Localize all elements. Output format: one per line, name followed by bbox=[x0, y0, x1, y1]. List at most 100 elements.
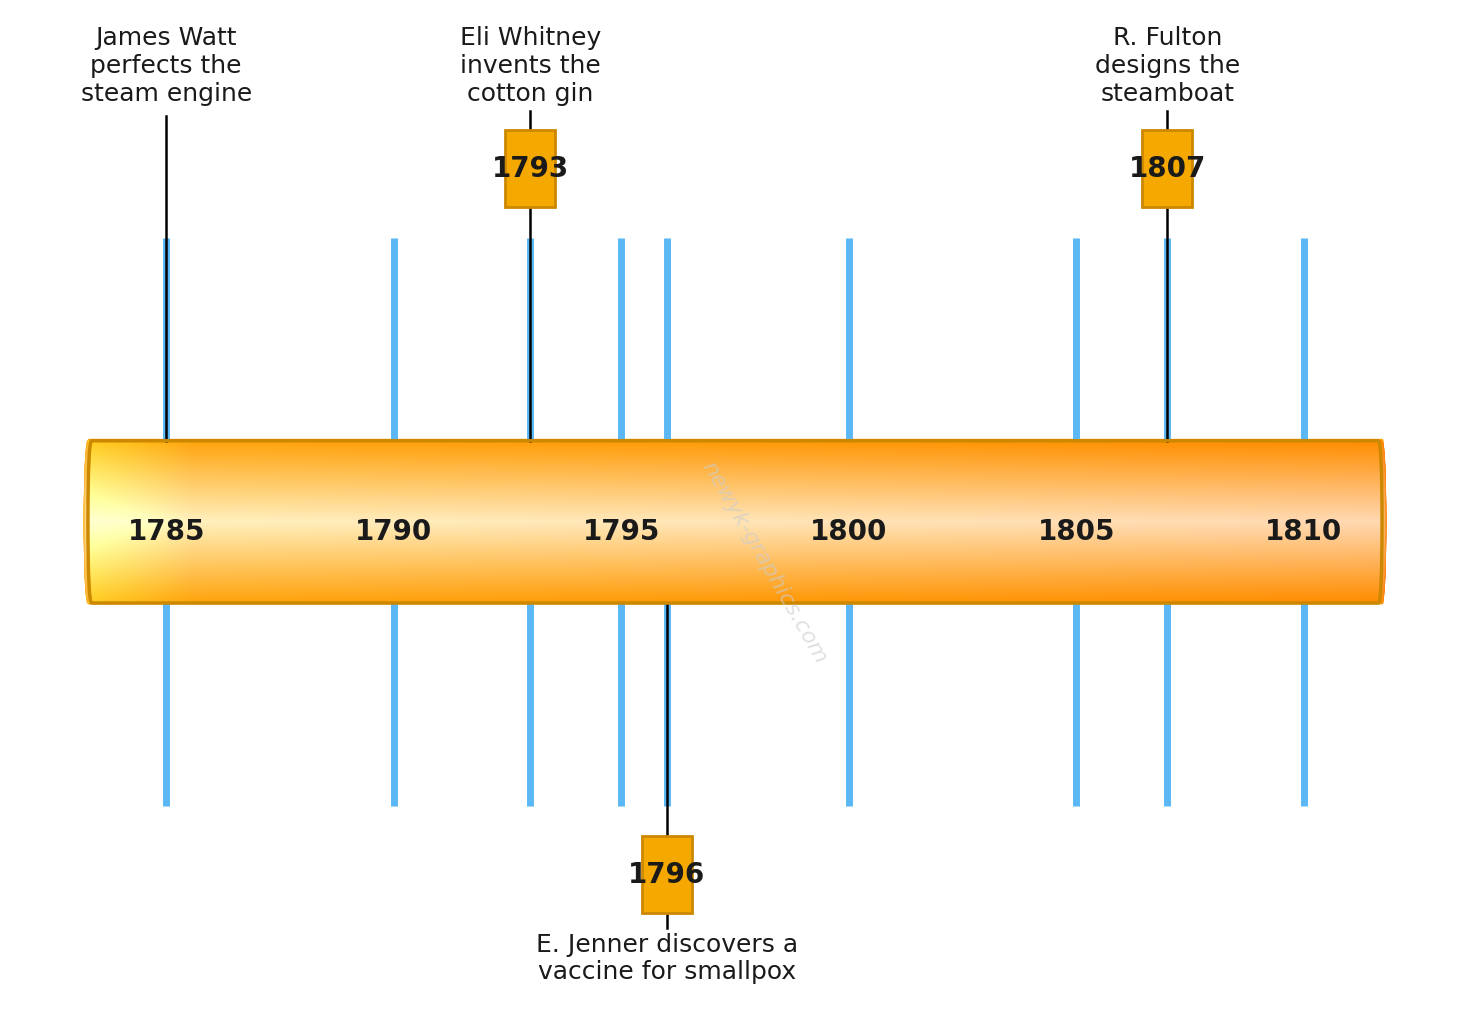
Circle shape bbox=[1380, 481, 1383, 564]
Bar bbox=[88, 585, 1382, 586]
Text: 1795: 1795 bbox=[582, 518, 660, 546]
Bar bbox=[88, 489, 1382, 491]
Bar bbox=[88, 519, 1382, 521]
Bar bbox=[88, 501, 1382, 503]
Bar bbox=[88, 508, 1382, 509]
Bar bbox=[88, 550, 1382, 552]
Bar bbox=[88, 545, 1382, 546]
Circle shape bbox=[85, 462, 91, 582]
Bar bbox=[88, 503, 1382, 506]
Bar bbox=[88, 568, 1382, 569]
Circle shape bbox=[87, 497, 90, 546]
Circle shape bbox=[1380, 494, 1383, 549]
Bar bbox=[88, 549, 1382, 550]
Bar bbox=[88, 540, 1382, 542]
Bar bbox=[88, 584, 1382, 586]
Bar bbox=[88, 505, 1382, 506]
Bar bbox=[88, 588, 1382, 591]
Bar bbox=[88, 461, 1382, 463]
Bar bbox=[88, 485, 1382, 487]
Bar bbox=[88, 518, 1382, 520]
Bar bbox=[88, 558, 1382, 559]
Circle shape bbox=[1380, 476, 1385, 569]
Bar bbox=[88, 551, 1382, 552]
Circle shape bbox=[85, 476, 90, 569]
Bar bbox=[88, 458, 1382, 460]
Bar bbox=[88, 513, 1382, 515]
Bar bbox=[88, 500, 1382, 501]
Circle shape bbox=[1379, 455, 1385, 588]
Circle shape bbox=[85, 452, 91, 592]
Bar bbox=[88, 595, 1382, 597]
Bar bbox=[88, 527, 1382, 528]
Circle shape bbox=[87, 492, 90, 551]
Bar bbox=[88, 530, 1382, 533]
Circle shape bbox=[1380, 479, 1385, 566]
Bar bbox=[88, 468, 1382, 470]
Circle shape bbox=[85, 445, 91, 598]
Bar bbox=[88, 556, 1382, 557]
Bar bbox=[88, 592, 1382, 593]
Circle shape bbox=[85, 459, 91, 584]
Bar bbox=[88, 583, 1382, 584]
Circle shape bbox=[1379, 463, 1385, 581]
Bar bbox=[88, 494, 1382, 495]
Bar bbox=[88, 490, 1382, 492]
Bar bbox=[88, 482, 1382, 483]
Circle shape bbox=[1380, 477, 1385, 568]
Circle shape bbox=[1379, 444, 1386, 599]
Circle shape bbox=[1379, 450, 1385, 594]
Circle shape bbox=[87, 487, 90, 556]
Bar bbox=[88, 556, 1382, 558]
Bar bbox=[88, 526, 1382, 527]
Bar bbox=[88, 459, 1382, 460]
Circle shape bbox=[87, 485, 90, 559]
Bar bbox=[88, 533, 1382, 535]
Bar bbox=[88, 480, 1382, 481]
Bar bbox=[88, 453, 1382, 454]
Bar bbox=[88, 581, 1382, 582]
Bar bbox=[88, 511, 1382, 512]
Bar bbox=[88, 522, 1382, 523]
Bar bbox=[88, 469, 1382, 470]
Circle shape bbox=[1380, 480, 1383, 565]
Bar bbox=[88, 517, 1382, 519]
Circle shape bbox=[85, 456, 91, 587]
Bar bbox=[88, 470, 1382, 471]
Bar bbox=[88, 589, 1382, 592]
Circle shape bbox=[1380, 478, 1385, 567]
Bar bbox=[88, 529, 1382, 530]
Circle shape bbox=[1379, 440, 1386, 603]
Bar bbox=[88, 466, 1382, 467]
Circle shape bbox=[1382, 500, 1383, 543]
Bar bbox=[88, 557, 1382, 558]
Circle shape bbox=[1380, 492, 1383, 551]
Bar bbox=[88, 447, 1382, 448]
Circle shape bbox=[85, 451, 91, 593]
Bar bbox=[88, 598, 1382, 600]
Bar bbox=[88, 471, 1382, 472]
Circle shape bbox=[85, 473, 90, 571]
Bar bbox=[88, 586, 1382, 588]
Bar bbox=[88, 499, 1382, 501]
Bar bbox=[88, 456, 1382, 458]
Circle shape bbox=[1379, 448, 1385, 596]
Bar bbox=[88, 482, 1382, 484]
Circle shape bbox=[87, 490, 90, 553]
Circle shape bbox=[87, 505, 88, 539]
Circle shape bbox=[1380, 482, 1383, 563]
Bar bbox=[88, 528, 1382, 529]
Bar bbox=[88, 456, 1382, 457]
Circle shape bbox=[87, 491, 90, 552]
Bar bbox=[88, 465, 1382, 467]
Circle shape bbox=[1380, 495, 1383, 548]
Bar bbox=[88, 484, 1382, 485]
Circle shape bbox=[85, 474, 90, 570]
Bar bbox=[88, 503, 1382, 505]
Circle shape bbox=[1380, 491, 1383, 552]
Bar bbox=[88, 512, 1382, 514]
Circle shape bbox=[87, 486, 90, 557]
Bar bbox=[88, 537, 1382, 539]
Bar bbox=[88, 537, 1382, 538]
Text: 1805: 1805 bbox=[1038, 518, 1116, 546]
